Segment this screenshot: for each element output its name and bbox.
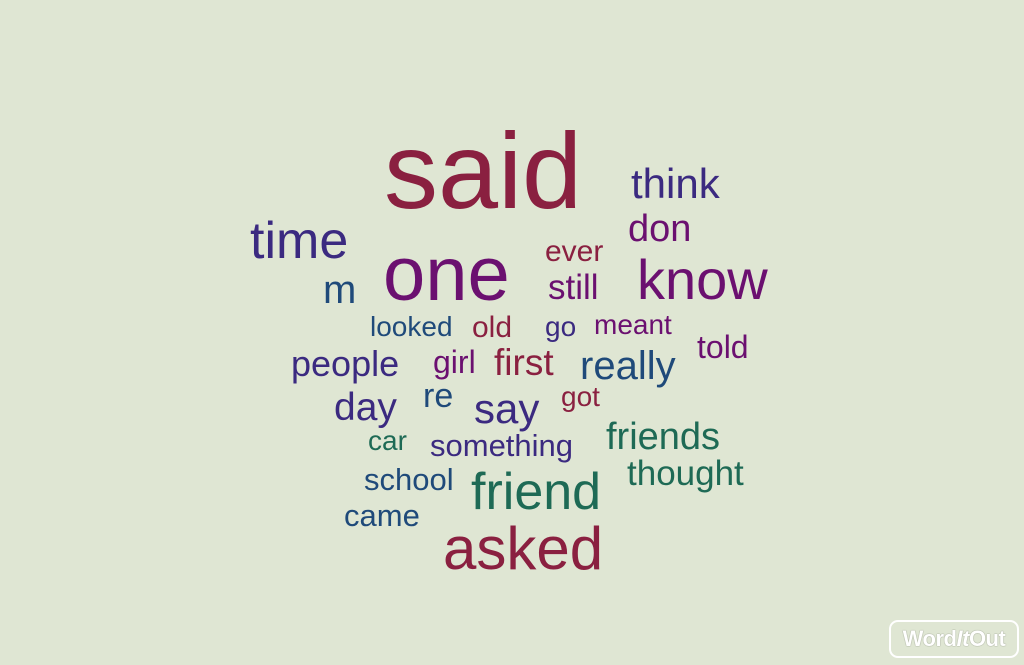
word-one: one (383, 232, 510, 317)
word-asked: asked (443, 515, 604, 582)
logo-it: It (956, 626, 969, 651)
word-ever: ever (545, 235, 604, 268)
word-came: came (344, 498, 420, 533)
word-really: really (580, 344, 676, 388)
word-friends: friends (606, 416, 721, 458)
word-re: re (423, 377, 454, 415)
word-still: still (548, 268, 599, 307)
word-said: said (384, 110, 583, 231)
word-told: told (697, 329, 749, 365)
word-old: old (472, 311, 513, 344)
word-don: don (628, 208, 692, 250)
word-go: go (545, 311, 577, 342)
word-m: m (323, 268, 357, 312)
word-think: think (631, 160, 720, 207)
word-something: something (430, 428, 574, 463)
word-girl: girl (433, 344, 476, 380)
logo-out: Out (968, 626, 1006, 651)
wordle-logo[interactable]: Word It Out (889, 620, 1019, 658)
word-car: car (368, 425, 407, 456)
word-know: know (637, 248, 768, 311)
word-time: time (250, 212, 349, 270)
word-school: school (364, 462, 454, 497)
word-day: day (334, 386, 397, 429)
word-got: got (561, 381, 600, 412)
word-looked: looked (370, 311, 453, 342)
word-people: people (291, 343, 400, 384)
word-first: first (494, 342, 554, 383)
word-thought: thought (627, 454, 744, 493)
word-meant: meant (594, 309, 672, 340)
logo-word: Word (902, 626, 957, 651)
word-say: say (474, 385, 540, 432)
word-friend: friend (471, 463, 602, 521)
